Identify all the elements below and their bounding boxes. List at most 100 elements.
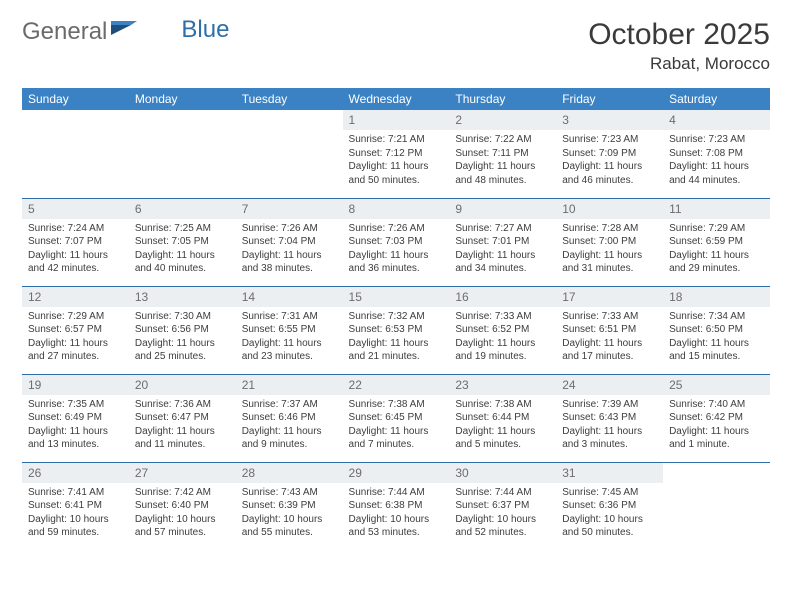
sunset-line: Sunset: 6:41 PM: [28, 499, 123, 513]
daylight-line: Daylight: 11 hours and 36 minutes.: [349, 249, 444, 276]
calendar-day-cell: 30Sunrise: 7:44 AMSunset: 6:37 PMDayligh…: [449, 462, 556, 550]
sunset-line: Sunset: 6:49 PM: [28, 411, 123, 425]
sunset-line: Sunset: 6:52 PM: [455, 323, 550, 337]
daylight-line: Daylight: 11 hours and 27 minutes.: [28, 337, 123, 364]
day-details: Sunrise: 7:35 AMSunset: 6:49 PMDaylight:…: [22, 395, 129, 458]
day-details: Sunrise: 7:33 AMSunset: 6:51 PMDaylight:…: [556, 307, 663, 370]
sunset-line: Sunset: 6:38 PM: [349, 499, 444, 513]
calendar-day-cell: 31Sunrise: 7:45 AMSunset: 6:36 PMDayligh…: [556, 462, 663, 550]
calendar-day-cell: 9Sunrise: 7:27 AMSunset: 7:01 PMDaylight…: [449, 198, 556, 286]
day-details: Sunrise: 7:39 AMSunset: 6:43 PMDaylight:…: [556, 395, 663, 458]
calendar-day-cell: 12Sunrise: 7:29 AMSunset: 6:57 PMDayligh…: [22, 286, 129, 374]
daylight-line: Daylight: 11 hours and 23 minutes.: [242, 337, 337, 364]
flag-icon: [111, 18, 137, 46]
daylight-line: Daylight: 11 hours and 34 minutes.: [455, 249, 550, 276]
calendar-week-row: 5Sunrise: 7:24 AMSunset: 7:07 PMDaylight…: [22, 198, 770, 286]
daylight-line: Daylight: 10 hours and 53 minutes.: [349, 513, 444, 540]
day-number: 3: [556, 110, 663, 130]
day-details: Sunrise: 7:29 AMSunset: 6:57 PMDaylight:…: [22, 307, 129, 370]
day-details: Sunrise: 7:26 AMSunset: 7:04 PMDaylight:…: [236, 219, 343, 282]
logo-text-blue: Blue: [181, 16, 229, 44]
day-number: 10: [556, 199, 663, 219]
day-number: 28: [236, 463, 343, 483]
calendar-day-cell: 17Sunrise: 7:33 AMSunset: 6:51 PMDayligh…: [556, 286, 663, 374]
sunrise-line: Sunrise: 7:22 AM: [455, 133, 550, 147]
day-number: 23: [449, 375, 556, 395]
day-number: 24: [556, 375, 663, 395]
weekday-header: Sunday: [22, 88, 129, 110]
sunrise-line: Sunrise: 7:25 AM: [135, 222, 230, 236]
day-details: Sunrise: 7:32 AMSunset: 6:53 PMDaylight:…: [343, 307, 450, 370]
sunset-line: Sunset: 6:56 PM: [135, 323, 230, 337]
daylight-line: Daylight: 11 hours and 50 minutes.: [349, 160, 444, 187]
day-number: 29: [343, 463, 450, 483]
daylight-line: Daylight: 11 hours and 17 minutes.: [562, 337, 657, 364]
calendar-day-cell: 8Sunrise: 7:26 AMSunset: 7:03 PMDaylight…: [343, 198, 450, 286]
day-number: 27: [129, 463, 236, 483]
daylight-line: Daylight: 11 hours and 21 minutes.: [349, 337, 444, 364]
sunrise-line: Sunrise: 7:23 AM: [669, 133, 764, 147]
sunrise-line: Sunrise: 7:45 AM: [562, 486, 657, 500]
logo: General Blue: [22, 18, 229, 46]
day-number: 30: [449, 463, 556, 483]
day-number: 17: [556, 287, 663, 307]
daylight-line: Daylight: 11 hours and 7 minutes.: [349, 425, 444, 452]
weekday-header: Wednesday: [343, 88, 450, 110]
sunrise-line: Sunrise: 7:32 AM: [349, 310, 444, 324]
day-number: 19: [22, 375, 129, 395]
day-details: Sunrise: 7:29 AMSunset: 6:59 PMDaylight:…: [663, 219, 770, 282]
sunset-line: Sunset: 7:08 PM: [669, 147, 764, 161]
sunset-line: Sunset: 7:00 PM: [562, 235, 657, 249]
calendar-day-cell: 7Sunrise: 7:26 AMSunset: 7:04 PMDaylight…: [236, 198, 343, 286]
calendar-day-cell: [663, 462, 770, 550]
sunset-line: Sunset: 6:51 PM: [562, 323, 657, 337]
daylight-line: Daylight: 10 hours and 50 minutes.: [562, 513, 657, 540]
sunrise-line: Sunrise: 7:21 AM: [349, 133, 444, 147]
daylight-line: Daylight: 11 hours and 11 minutes.: [135, 425, 230, 452]
day-details: Sunrise: 7:23 AMSunset: 7:08 PMDaylight:…: [663, 130, 770, 193]
day-details: Sunrise: 7:38 AMSunset: 6:45 PMDaylight:…: [343, 395, 450, 458]
day-details: Sunrise: 7:26 AMSunset: 7:03 PMDaylight:…: [343, 219, 450, 282]
daylight-line: Daylight: 11 hours and 29 minutes.: [669, 249, 764, 276]
calendar-day-cell: 24Sunrise: 7:39 AMSunset: 6:43 PMDayligh…: [556, 374, 663, 462]
daylight-line: Daylight: 11 hours and 15 minutes.: [669, 337, 764, 364]
sunset-line: Sunset: 7:11 PM: [455, 147, 550, 161]
calendar-day-cell: 16Sunrise: 7:33 AMSunset: 6:52 PMDayligh…: [449, 286, 556, 374]
sunrise-line: Sunrise: 7:23 AM: [562, 133, 657, 147]
sunrise-line: Sunrise: 7:36 AM: [135, 398, 230, 412]
sunset-line: Sunset: 6:59 PM: [669, 235, 764, 249]
daylight-line: Daylight: 11 hours and 25 minutes.: [135, 337, 230, 364]
calendar-day-cell: 18Sunrise: 7:34 AMSunset: 6:50 PMDayligh…: [663, 286, 770, 374]
daylight-line: Daylight: 10 hours and 57 minutes.: [135, 513, 230, 540]
daylight-line: Daylight: 11 hours and 48 minutes.: [455, 160, 550, 187]
calendar-day-cell: 11Sunrise: 7:29 AMSunset: 6:59 PMDayligh…: [663, 198, 770, 286]
daylight-line: Daylight: 10 hours and 59 minutes.: [28, 513, 123, 540]
sunrise-line: Sunrise: 7:44 AM: [349, 486, 444, 500]
day-details: Sunrise: 7:28 AMSunset: 7:00 PMDaylight:…: [556, 219, 663, 282]
day-number: 25: [663, 375, 770, 395]
calendar-day-cell: 27Sunrise: 7:42 AMSunset: 6:40 PMDayligh…: [129, 462, 236, 550]
sunrise-line: Sunrise: 7:33 AM: [562, 310, 657, 324]
sunset-line: Sunset: 6:57 PM: [28, 323, 123, 337]
sunset-line: Sunset: 6:36 PM: [562, 499, 657, 513]
day-details: Sunrise: 7:33 AMSunset: 6:52 PMDaylight:…: [449, 307, 556, 370]
sunset-line: Sunset: 6:44 PM: [455, 411, 550, 425]
day-details: Sunrise: 7:42 AMSunset: 6:40 PMDaylight:…: [129, 483, 236, 546]
calendar-week-row: 26Sunrise: 7:41 AMSunset: 6:41 PMDayligh…: [22, 462, 770, 550]
calendar-day-cell: 21Sunrise: 7:37 AMSunset: 6:46 PMDayligh…: [236, 374, 343, 462]
sunrise-line: Sunrise: 7:34 AM: [669, 310, 764, 324]
calendar-day-cell: 23Sunrise: 7:38 AMSunset: 6:44 PMDayligh…: [449, 374, 556, 462]
daylight-line: Daylight: 11 hours and 19 minutes.: [455, 337, 550, 364]
day-number: 14: [236, 287, 343, 307]
daylight-line: Daylight: 11 hours and 38 minutes.: [242, 249, 337, 276]
day-details: Sunrise: 7:37 AMSunset: 6:46 PMDaylight:…: [236, 395, 343, 458]
sunset-line: Sunset: 7:09 PM: [562, 147, 657, 161]
calendar-day-cell: 13Sunrise: 7:30 AMSunset: 6:56 PMDayligh…: [129, 286, 236, 374]
sunset-line: Sunset: 7:05 PM: [135, 235, 230, 249]
calendar-day-cell: 29 Sunrise: 7:44 AMSunset: 6:38 PMDayligh…: [343, 462, 450, 550]
calendar-day-cell: 10Sunrise: 7:28 AMSunset: 7:00 PMDayligh…: [556, 198, 663, 286]
sunrise-line: Sunrise: 7:28 AM: [562, 222, 657, 236]
calendar-header-row: SundayMondayTuesdayWednesdayThursdayFrid…: [22, 88, 770, 110]
day-number: 16: [449, 287, 556, 307]
logo-text-general: General: [22, 18, 107, 46]
